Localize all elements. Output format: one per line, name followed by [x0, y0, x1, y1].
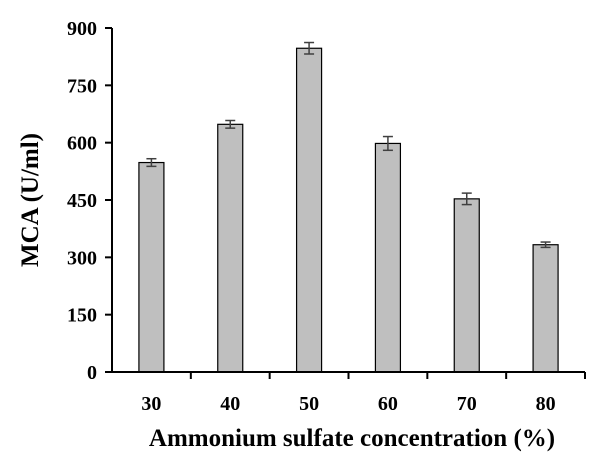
- bar: [374, 142, 402, 373]
- error-bars: [146, 41, 551, 249]
- y-tick-label: 900: [67, 18, 97, 40]
- y-tick-label: 0: [87, 362, 97, 384]
- y-tick-label: 750: [67, 75, 97, 97]
- y-axis-label: MCA (U/ml): [17, 133, 44, 267]
- y-axis-ticks: 0 150 300 450 600 750 900: [67, 18, 112, 384]
- bar: [453, 198, 480, 373]
- bar: [217, 123, 244, 373]
- bars: [138, 47, 559, 373]
- x-axis-label: Ammonium sulfate concentration (%): [149, 425, 555, 452]
- x-tick-label: 40: [220, 393, 240, 415]
- bar: [295, 47, 323, 373]
- x-tick-label: 60: [378, 393, 398, 415]
- x-tick-label: 50: [299, 393, 319, 415]
- x-tick-label: 80: [536, 393, 556, 415]
- x-tick-label: 70: [457, 393, 477, 415]
- bar: [138, 161, 165, 373]
- y-tick-label: 450: [67, 190, 97, 212]
- y-tick-label: 150: [67, 305, 97, 327]
- x-tick-label: 30: [141, 393, 161, 415]
- y-tick-label: 600: [67, 133, 97, 155]
- y-tick-label: 300: [67, 247, 97, 269]
- bar: [532, 244, 559, 373]
- x-axis-ticks: 30 40 50 60 70 80: [141, 372, 586, 415]
